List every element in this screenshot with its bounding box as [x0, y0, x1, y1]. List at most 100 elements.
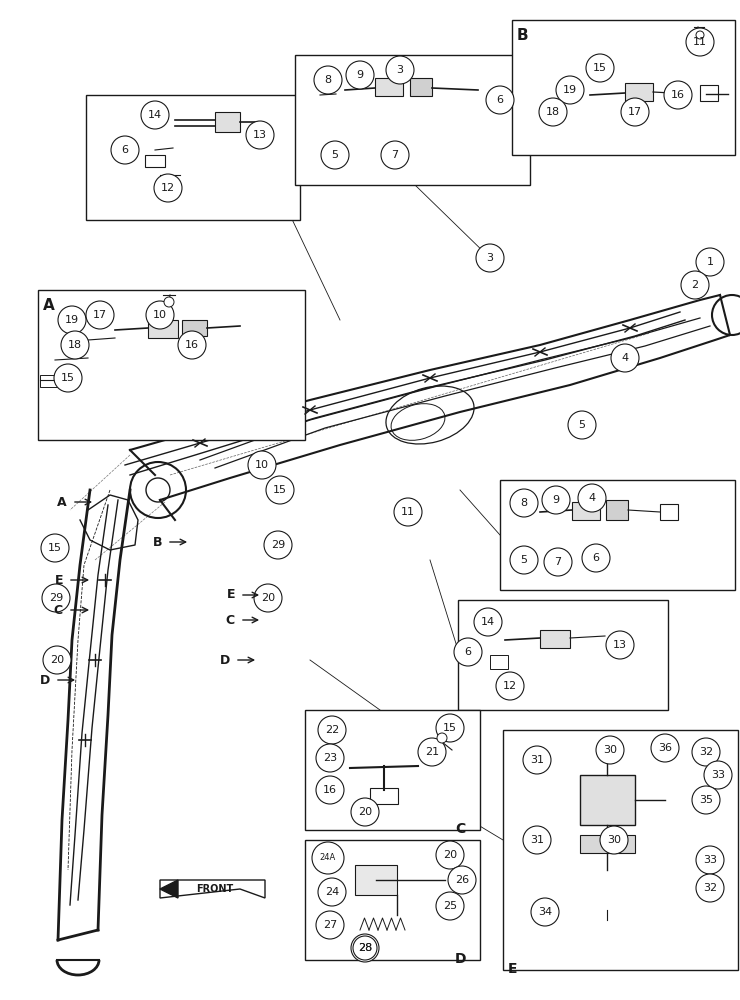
Circle shape — [351, 798, 379, 826]
Bar — [38, 290, 305, 440]
Circle shape — [178, 331, 206, 359]
Circle shape — [696, 874, 724, 902]
Circle shape — [266, 476, 294, 504]
Circle shape — [58, 306, 86, 334]
Bar — [700, 85, 718, 101]
Text: D: D — [40, 674, 50, 686]
Text: 16: 16 — [185, 340, 199, 350]
Text: 4: 4 — [622, 353, 628, 363]
Text: 16: 16 — [323, 785, 337, 795]
Circle shape — [321, 141, 349, 169]
Text: 7: 7 — [554, 557, 562, 567]
Circle shape — [394, 498, 422, 526]
Text: 29: 29 — [49, 593, 63, 603]
Circle shape — [351, 934, 379, 962]
Text: 12: 12 — [161, 183, 175, 193]
Circle shape — [496, 672, 524, 700]
Text: A: A — [43, 298, 55, 313]
Circle shape — [316, 744, 344, 772]
Circle shape — [316, 776, 344, 804]
Text: FRONT: FRONT — [196, 884, 234, 894]
Text: 35: 35 — [699, 795, 713, 805]
Text: 31: 31 — [530, 835, 544, 845]
Text: 10: 10 — [255, 460, 269, 470]
Text: 12: 12 — [503, 681, 517, 691]
Circle shape — [164, 297, 174, 307]
Text: 6: 6 — [497, 95, 503, 105]
Circle shape — [41, 534, 69, 562]
Circle shape — [531, 898, 559, 926]
Text: 7: 7 — [391, 150, 399, 160]
Bar — [572, 502, 600, 520]
Text: 8: 8 — [520, 498, 528, 508]
Bar — [370, 788, 398, 804]
Text: 17: 17 — [93, 310, 107, 320]
Text: 29: 29 — [271, 540, 285, 550]
Circle shape — [436, 714, 464, 742]
Circle shape — [544, 548, 572, 576]
Text: 19: 19 — [563, 85, 577, 95]
Text: 3: 3 — [486, 253, 494, 263]
Text: 16: 16 — [671, 90, 685, 100]
Text: 6: 6 — [465, 647, 471, 657]
Text: 3: 3 — [397, 65, 403, 75]
Text: 13: 13 — [253, 130, 267, 140]
Circle shape — [600, 826, 628, 854]
Circle shape — [42, 584, 70, 612]
Text: 14: 14 — [481, 617, 495, 627]
Circle shape — [454, 638, 482, 666]
Circle shape — [664, 81, 692, 109]
Text: 31: 31 — [530, 755, 544, 765]
Text: 15: 15 — [443, 723, 457, 733]
Circle shape — [346, 61, 374, 89]
Circle shape — [418, 738, 446, 766]
Circle shape — [568, 411, 596, 439]
Circle shape — [448, 866, 476, 894]
Circle shape — [539, 98, 567, 126]
Bar — [660, 504, 678, 520]
Text: C: C — [226, 613, 235, 626]
Text: 5: 5 — [579, 420, 585, 430]
Circle shape — [312, 842, 344, 874]
Text: 32: 32 — [703, 883, 717, 893]
Circle shape — [146, 301, 174, 329]
Circle shape — [486, 86, 514, 114]
Circle shape — [582, 544, 610, 572]
Circle shape — [578, 484, 606, 512]
Circle shape — [386, 56, 414, 84]
Bar — [40, 375, 62, 387]
Text: 33: 33 — [703, 855, 717, 865]
Text: 13: 13 — [613, 640, 627, 650]
Text: 20: 20 — [50, 655, 64, 665]
Text: 6: 6 — [121, 145, 129, 155]
Text: 24A: 24A — [320, 854, 336, 862]
Text: 8: 8 — [324, 75, 332, 85]
Circle shape — [596, 736, 624, 764]
Circle shape — [681, 271, 709, 299]
Bar — [305, 840, 480, 960]
Circle shape — [692, 738, 720, 766]
Circle shape — [254, 584, 282, 612]
Circle shape — [611, 344, 639, 372]
Text: 11: 11 — [401, 507, 415, 517]
Text: 24: 24 — [325, 887, 339, 897]
Text: 18: 18 — [546, 107, 560, 117]
Polygon shape — [160, 880, 178, 898]
Circle shape — [318, 716, 346, 744]
Text: 20: 20 — [261, 593, 275, 603]
Text: A: A — [58, 495, 67, 508]
Bar — [148, 320, 178, 338]
Bar — [458, 600, 668, 710]
Circle shape — [556, 76, 584, 104]
Circle shape — [696, 31, 704, 39]
Bar — [490, 655, 508, 669]
Circle shape — [111, 136, 139, 164]
Text: E: E — [508, 962, 517, 976]
Text: 1: 1 — [707, 257, 713, 267]
Circle shape — [248, 451, 276, 479]
Circle shape — [318, 878, 346, 906]
Circle shape — [316, 911, 344, 939]
Bar — [580, 835, 635, 853]
Circle shape — [510, 546, 538, 574]
Text: 15: 15 — [593, 63, 607, 73]
